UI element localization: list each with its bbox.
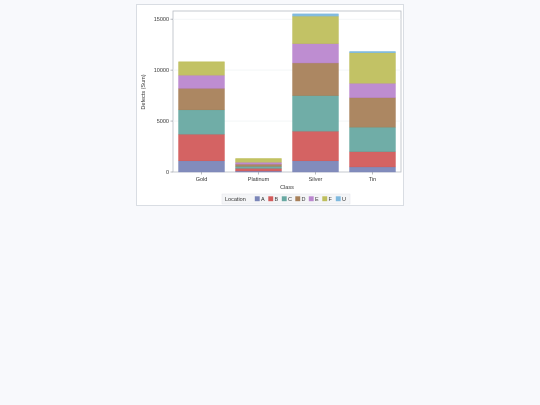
legend-swatch-u bbox=[335, 196, 341, 202]
bar-segment-e bbox=[292, 43, 339, 64]
bar-segment-b bbox=[292, 131, 339, 161]
legend-label-b: B bbox=[275, 197, 279, 203]
bar-segment-a bbox=[349, 166, 396, 173]
bar-segment-f bbox=[349, 52, 396, 84]
bar-segment-c bbox=[178, 109, 225, 135]
legend-label-f: F bbox=[329, 197, 333, 203]
bar-segment-b bbox=[349, 151, 396, 168]
legend-label-u: U bbox=[342, 197, 346, 203]
bar-segment-f bbox=[292, 15, 339, 44]
bar-segment-c bbox=[349, 126, 396, 152]
legend-swatch-e bbox=[308, 196, 314, 202]
bar-segment-d bbox=[349, 97, 396, 128]
bar-segment-e bbox=[178, 74, 225, 89]
legend-label-a: A bbox=[261, 197, 265, 203]
legend-title: Location bbox=[225, 197, 246, 203]
bar-segment-d bbox=[292, 62, 339, 96]
bar-segment-a bbox=[292, 160, 339, 173]
x-axis: Gold Platinum Silver Tin bbox=[196, 172, 376, 183]
bar-segment-b bbox=[178, 134, 225, 161]
legend-label-e: E bbox=[315, 197, 319, 203]
x-tick-label: Silver bbox=[309, 177, 323, 183]
y-tick-label: 5000 bbox=[157, 119, 169, 125]
legend-swatch-a bbox=[254, 196, 260, 202]
y-tick-label: 15000 bbox=[154, 17, 169, 23]
bar-segment-e bbox=[349, 83, 396, 98]
y-tick-label: 10000 bbox=[154, 68, 169, 74]
bar-segment-c bbox=[292, 95, 339, 132]
y-axis-title: Defects (Sum) bbox=[141, 74, 147, 109]
legend-swatch-b bbox=[268, 196, 274, 202]
legend-swatch-c bbox=[281, 196, 287, 202]
legend: Location A B C D E F U bbox=[221, 193, 351, 205]
legend-swatch-f bbox=[322, 196, 328, 202]
legend-label-c: C bbox=[288, 197, 292, 203]
bar-segment-f bbox=[235, 158, 282, 163]
x-axis-title: Class bbox=[280, 185, 294, 191]
x-tick-label: Platinum bbox=[248, 177, 270, 183]
x-tick-label: Tin bbox=[369, 177, 376, 183]
bar-segment-d bbox=[178, 88, 225, 111]
bars bbox=[178, 13, 396, 173]
y-axis: 0 5000 10000 15000 bbox=[154, 17, 173, 176]
bar-segment-a bbox=[178, 160, 225, 173]
legend-label-d: D bbox=[302, 197, 306, 203]
y-tick-label: 0 bbox=[166, 170, 169, 176]
stacked-bar-chart: 0 5000 10000 15000 Gold Platinum Silver Tin Cl… bbox=[141, 10, 402, 205]
chart-frame: 0 5000 10000 15000 Gold Platinum Silver Tin Cl… bbox=[136, 4, 404, 206]
legend-swatch-d bbox=[295, 196, 301, 202]
bar-segment-f bbox=[178, 61, 225, 76]
x-tick-label: Gold bbox=[196, 177, 208, 183]
